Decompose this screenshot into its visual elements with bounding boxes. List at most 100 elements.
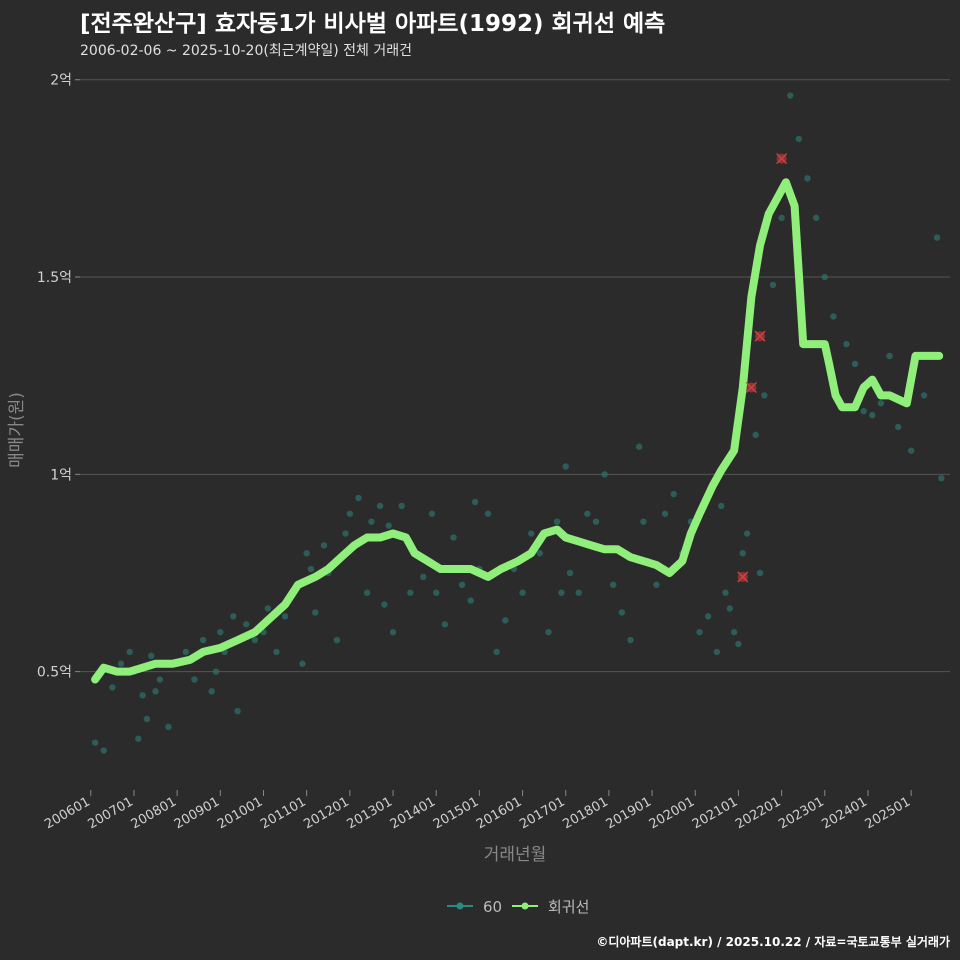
scatter-point xyxy=(843,340,850,348)
scatter-point xyxy=(640,518,647,525)
scatter-point xyxy=(135,735,142,742)
scatter-point xyxy=(191,676,198,683)
x-tick-label: 201901 xyxy=(604,794,654,832)
outlier-markers xyxy=(737,153,788,583)
scatter-point xyxy=(320,542,328,549)
scatter-point xyxy=(346,510,354,517)
scatter-point xyxy=(601,471,608,478)
scatter-point xyxy=(778,214,785,222)
scatter-point xyxy=(743,530,751,537)
outlier-cross-icon xyxy=(745,381,757,394)
scatter-point xyxy=(730,628,738,636)
scatter-point xyxy=(756,569,764,577)
x-tick-label: 202001 xyxy=(647,794,697,832)
scatter-point xyxy=(713,648,721,656)
x-tick-label: 202201 xyxy=(733,794,783,832)
scatter-point xyxy=(152,688,159,695)
x-tick-label: 202101 xyxy=(690,794,740,832)
x-tick-label: 201101 xyxy=(258,794,308,832)
outlier-cross-icon xyxy=(776,153,788,165)
scatter-point xyxy=(143,715,151,723)
scatter-point xyxy=(117,660,125,667)
scatter-point xyxy=(281,613,289,620)
x-tick-label: 202501 xyxy=(863,794,913,832)
y-axis-ticks: 0.5억 1억 1.5억 2억 xyxy=(37,73,80,681)
footer-credit: ©디아파트(dapt.kr) / 2025.10.22 / 자료=국토교통부 실… xyxy=(596,935,950,949)
x-tick-label: 200601 xyxy=(42,794,92,832)
legend-point-swatch xyxy=(456,902,464,910)
scatter-point xyxy=(761,392,768,399)
scatter-point xyxy=(199,636,207,644)
outlier-cross-icon xyxy=(737,571,749,583)
scatter-point xyxy=(670,490,677,498)
outlier-cross-icon xyxy=(754,330,766,342)
scatter-point xyxy=(91,739,99,746)
scatter-point xyxy=(407,589,414,596)
scatter-point xyxy=(860,407,867,415)
scatter-point xyxy=(821,273,828,281)
scatter-point xyxy=(726,605,734,612)
scatter-point xyxy=(100,747,107,754)
scatter-point xyxy=(428,510,436,517)
scatter-point xyxy=(467,597,474,604)
scatter-point xyxy=(420,573,427,581)
scatter-point xyxy=(635,443,643,450)
x-tick-label: 201601 xyxy=(474,794,524,832)
legend-point-swatch xyxy=(521,902,529,910)
x-tick-label: 200701 xyxy=(85,794,135,832)
scatter-point xyxy=(126,648,133,656)
scatter-point xyxy=(519,589,526,596)
scatter-point xyxy=(886,352,893,360)
scatter-point xyxy=(208,688,215,695)
scatter-point xyxy=(894,423,902,431)
scatter-point xyxy=(877,400,885,407)
scatter-point xyxy=(251,636,259,644)
scatter-point xyxy=(450,534,457,541)
scatter-point xyxy=(653,581,660,589)
scatter-point xyxy=(433,589,440,596)
scatter-point xyxy=(109,684,116,691)
scatter-point xyxy=(907,447,915,454)
regression-line xyxy=(91,178,944,684)
scatter-point xyxy=(385,522,392,529)
chart-subtitle: 2006-02-06 ~ 2025-10-20(최근계약일) 전체 거래건 xyxy=(80,43,412,59)
scatter-point xyxy=(303,550,310,557)
scatter-point xyxy=(230,613,237,620)
scatter-point xyxy=(381,601,388,608)
scatter-point xyxy=(182,648,189,656)
x-tick-label: 201301 xyxy=(345,794,395,832)
x-tick-label: 201801 xyxy=(560,794,610,832)
scatter-point xyxy=(355,494,362,502)
scatter-point xyxy=(618,609,626,616)
scatter-point xyxy=(363,589,371,596)
scatter-point xyxy=(389,628,397,636)
scatter-point xyxy=(575,589,582,596)
scatter-point xyxy=(705,613,712,620)
x-tick-label: 200901 xyxy=(172,794,222,832)
scatter-point xyxy=(566,569,574,577)
scatter-point xyxy=(661,510,669,517)
y-tick-label: 1.5억 xyxy=(37,270,72,286)
x-axis-label: 거래년월 xyxy=(484,845,547,865)
scatter-point xyxy=(243,621,250,628)
y-tick-label: 1억 xyxy=(50,467,72,483)
x-tick-label: 201401 xyxy=(388,794,438,832)
scatter-point xyxy=(484,510,492,517)
legend: 60 회귀선 xyxy=(447,898,589,916)
x-tick-label: 201701 xyxy=(517,794,567,832)
scatter-point xyxy=(493,648,500,656)
scatter-point xyxy=(368,518,375,525)
x-tick-label: 201201 xyxy=(301,794,351,832)
scatter-point xyxy=(139,692,146,699)
scatter-point xyxy=(558,589,565,596)
scatter-point xyxy=(148,652,155,660)
scatter-point xyxy=(735,640,742,648)
scatter-point xyxy=(342,530,349,537)
scatter-point xyxy=(610,581,617,589)
scatter-point xyxy=(553,518,561,525)
scatter-point xyxy=(722,589,729,596)
x-axis-ticks: 2006012007012008012009012010012011012012… xyxy=(42,790,913,832)
scatter-point xyxy=(458,581,466,589)
scatter-point xyxy=(217,628,224,636)
scatter-point xyxy=(717,502,725,510)
